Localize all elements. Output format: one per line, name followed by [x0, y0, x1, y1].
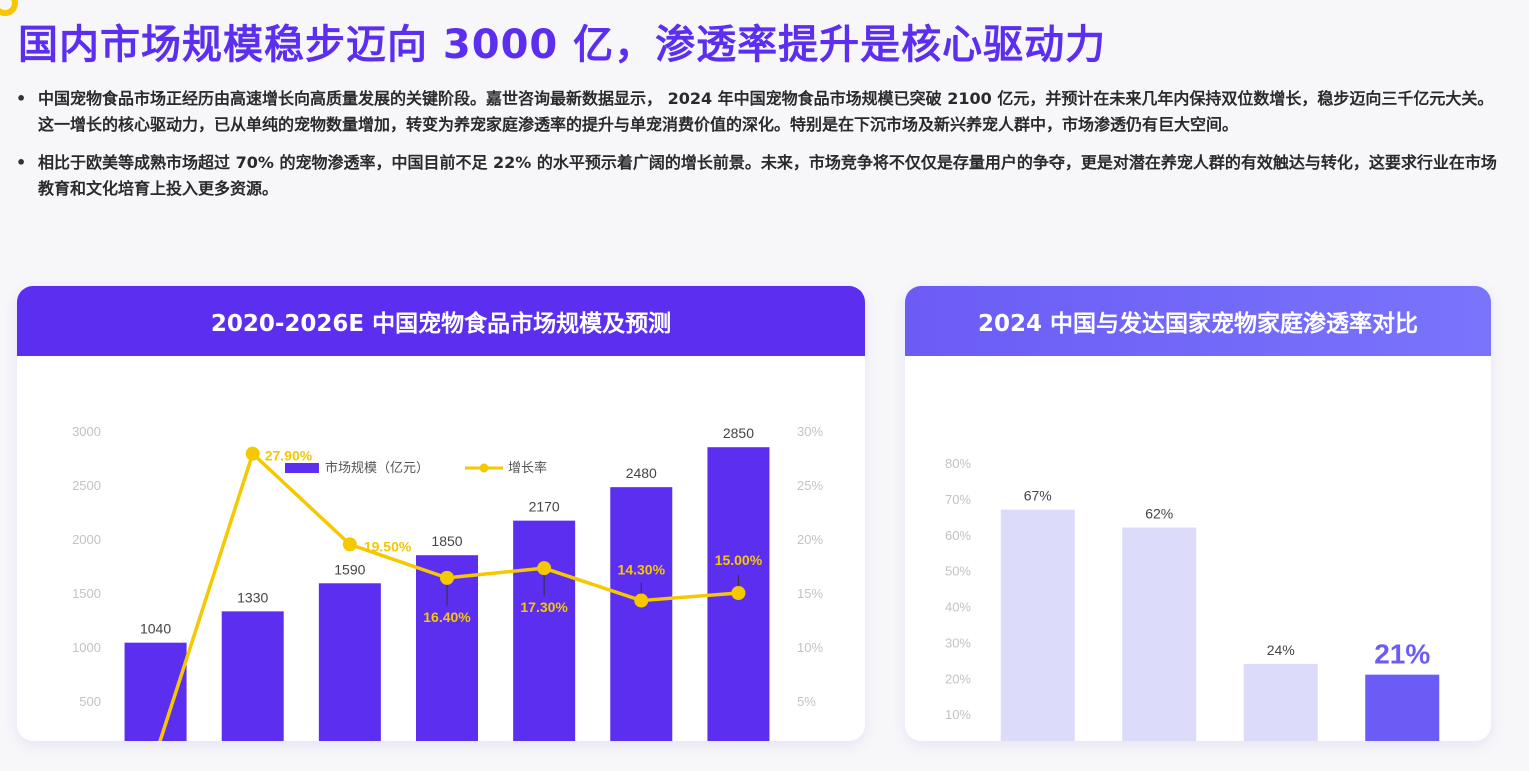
- chart-title: 2024 中国与发达国家宠物家庭渗透率对比: [905, 286, 1491, 356]
- bar: [1365, 674, 1440, 741]
- data-label: 24%: [1267, 642, 1295, 658]
- y-tick-label-left: 1500: [72, 586, 101, 601]
- bar: [1243, 663, 1318, 741]
- y-tick-label-right: 15%: [797, 586, 823, 601]
- y-tick-label-left: 3000: [72, 424, 101, 439]
- data-label: 1590: [334, 561, 365, 577]
- line-point: [537, 561, 552, 576]
- data-label: 62%: [1145, 506, 1173, 522]
- decorative-ring-icon: [0, 0, 18, 16]
- y-tick-label: 60%: [945, 528, 971, 543]
- data-label: 1040: [140, 621, 171, 637]
- penetration-chart: 0%10%20%30%40%50%60%70%80%67%美国62%英国24%日…: [945, 456, 1440, 741]
- y-tick-label-left: 2000: [72, 532, 101, 547]
- bullet-item: 中国宠物食品市场正经历由高速增长向高质量发展的关键阶段。嘉世咨询最新数据显示， …: [14, 86, 1504, 138]
- bar: [318, 583, 381, 741]
- legend-marker: [479, 463, 489, 473]
- legend-swatch-bar: [285, 463, 319, 473]
- y-tick-label-right: 10%: [797, 640, 823, 655]
- line-data-label: 19.50%: [364, 538, 412, 554]
- y-tick-label: 30%: [945, 635, 971, 650]
- legend-label: 市场规模（亿元）: [325, 460, 429, 475]
- legend-label: 增长率: [508, 460, 547, 475]
- page-title: 国内市场规模稳步迈向 3000 亿，渗透率提升是核心驱动力: [18, 22, 1107, 68]
- y-tick-label-left: 1000: [72, 640, 101, 655]
- y-tick-label: 40%: [945, 600, 971, 615]
- bar: [513, 520, 576, 741]
- data-label: 1850: [431, 533, 462, 549]
- y-tick-label: 50%: [945, 564, 971, 579]
- line-data-label: 27.90%: [265, 448, 313, 464]
- line-data-label: 15.00%: [715, 552, 763, 568]
- line-point: [440, 570, 454, 585]
- line-point: [245, 446, 260, 461]
- bar: [610, 487, 673, 741]
- penetration-chart-card: 2024 中国与发达国家宠物家庭渗透率对比 0%10%20%30%40%50%6…: [905, 286, 1491, 741]
- bullet-list: 中国宠物食品市场正经历由高速增长向高质量发展的关键阶段。嘉世咨询最新数据显示， …: [14, 86, 1504, 214]
- data-label: 2480: [626, 465, 657, 481]
- market-size-chart: 市场规模（亿元）增长率0500100015002000250030000%5%1…: [72, 424, 823, 741]
- y-tick-label-left: 500: [79, 694, 101, 709]
- y-tick-label: 10%: [945, 707, 971, 722]
- data-label: 1330: [237, 589, 268, 605]
- data-label: 67%: [1024, 488, 1052, 504]
- line-point: [634, 593, 649, 608]
- y-tick-label: 80%: [945, 456, 971, 471]
- bullet-item: 相比于欧美等成熟市场超过 70% 的宠物渗透率，中国目前不足 22% 的水平预示…: [14, 150, 1504, 202]
- bar: [1000, 509, 1075, 741]
- line-point: [342, 537, 357, 552]
- y-tick-label-right: 20%: [797, 532, 823, 547]
- y-tick-label-right: 5%: [797, 694, 816, 709]
- line-data-label: 14.30%: [618, 562, 666, 578]
- line-point: [731, 586, 746, 600]
- data-label-highlight: 21%: [1374, 639, 1430, 670]
- y-tick-label: 20%: [945, 671, 971, 686]
- chart-title: 2020-2026E 中国宠物食品市场规模及预测: [17, 286, 865, 356]
- data-label: 2170: [529, 499, 560, 515]
- market-size-chart-card: 2020-2026E 中国宠物食品市场规模及预测 市场规模（亿元）增长率0500…: [17, 286, 865, 741]
- y-tick-label-left: 2500: [72, 478, 101, 493]
- line-data-label: 17.30%: [520, 599, 568, 615]
- line-data-label: 16.40%: [423, 609, 471, 625]
- bar: [221, 611, 284, 741]
- y-tick-label: 70%: [945, 492, 971, 507]
- data-label: 2850: [723, 425, 754, 441]
- bar: [1122, 527, 1197, 741]
- y-tick-label-right: 30%: [797, 424, 823, 439]
- y-tick-label-right: 25%: [797, 478, 823, 493]
